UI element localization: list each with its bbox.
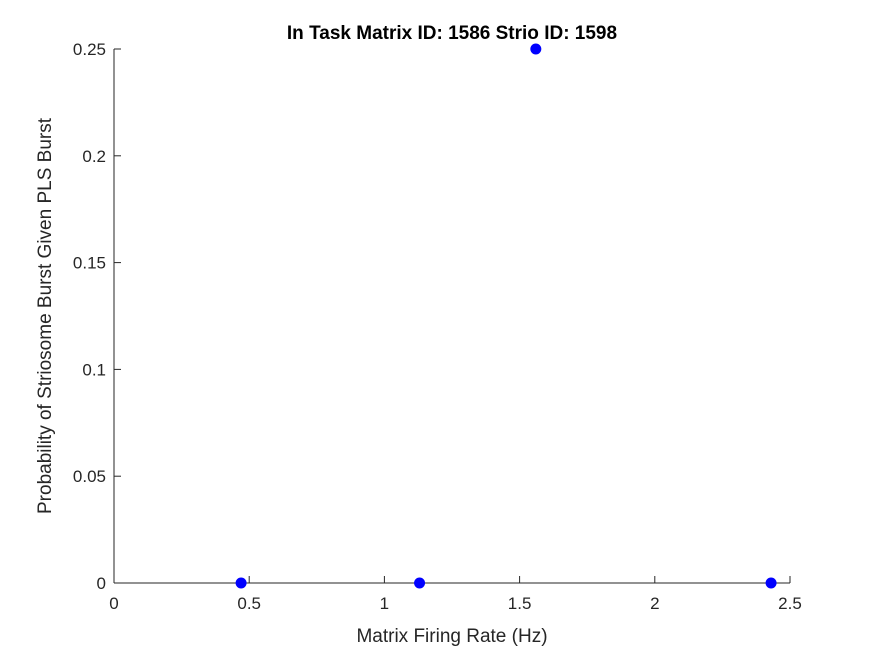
data-point — [414, 577, 426, 589]
data-point — [765, 577, 777, 589]
axes — [113, 49, 790, 584]
x-tick-label: 0.5 — [237, 594, 261, 613]
y-tick-label: 0.1 — [82, 360, 106, 379]
data-points — [235, 43, 777, 589]
chart-title: In Task Matrix ID: 1586 Strio ID: 1598 — [287, 23, 617, 44]
y-tick-label: 0.25 — [73, 40, 106, 59]
x-tick-label: 1.5 — [508, 594, 532, 613]
x-tick-label: 1 — [380, 594, 389, 613]
ticks: 0 0.5 1 1.5 2 2.5 0 0.05 0.1 0.15 0.2 0.25 — [73, 40, 802, 613]
y-tick-label: 0 — [97, 574, 106, 593]
x-tick-label: 2.5 — [778, 594, 802, 613]
data-point — [235, 577, 247, 589]
y-tick-label: 0.05 — [73, 467, 106, 486]
y-tick-label: 0.2 — [82, 147, 106, 166]
data-point — [530, 43, 542, 55]
x-tick-label: 0 — [109, 594, 118, 613]
y-tick-label: 0.15 — [73, 254, 106, 273]
y-axis-label: Probability of Striosome Burst Given PLS… — [35, 117, 56, 514]
x-tick-label: 2 — [650, 594, 659, 613]
x-axis-label: Matrix Firing Rate (Hz) — [356, 626, 547, 647]
